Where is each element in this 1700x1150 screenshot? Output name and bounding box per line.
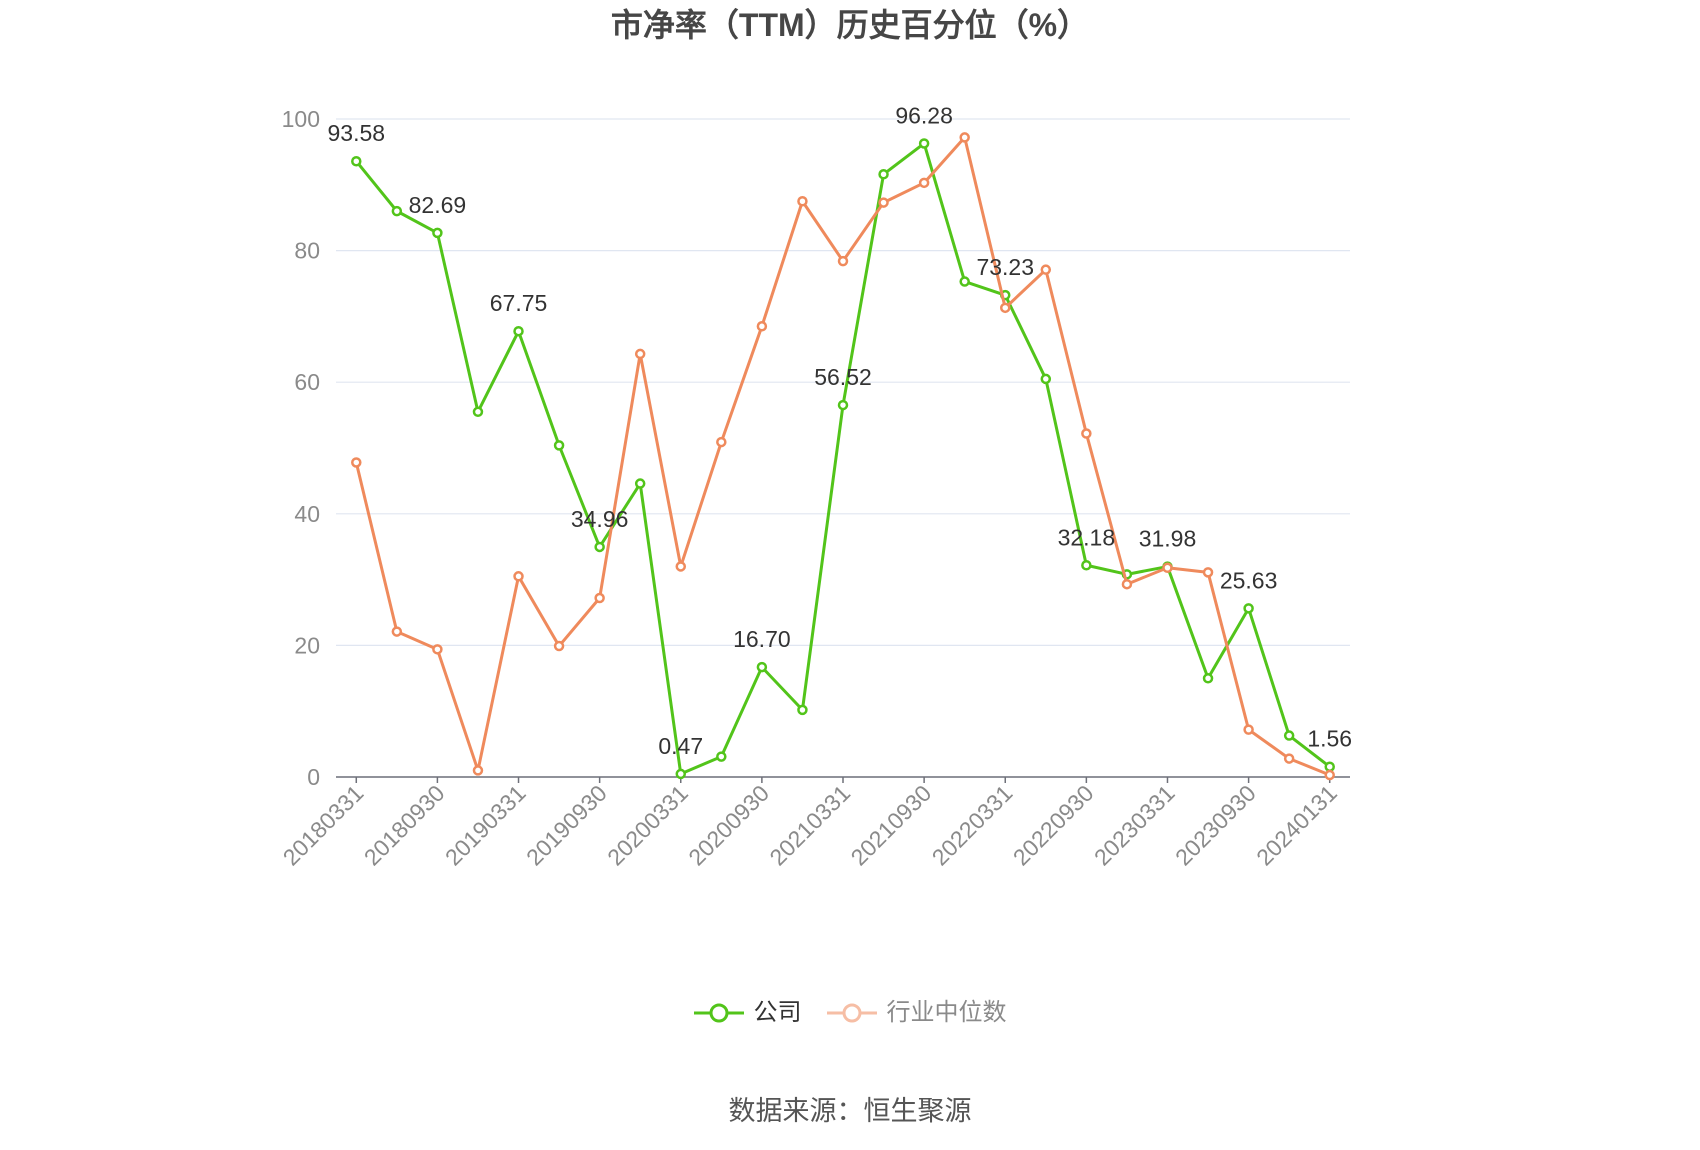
industry-median-data-point[interactable] [472,765,484,776]
company-data-point[interactable] [1283,730,1295,741]
industry-median-data-point[interactable] [351,457,362,468]
company-data-point[interactable] [472,406,484,418]
industry-median-data-point[interactable] [1202,567,1214,578]
y-tick-label: 40 [294,501,320,527]
y-tick-label: 80 [294,238,320,264]
x-tick-label: 20230331 [1089,780,1180,871]
company-data-label: 73.23 [976,254,1034,280]
line-with-circle-icon [826,1003,877,1023]
industry-median-data-point[interactable] [391,626,403,637]
chart-title: 市净率（TTM）历史百分位（%） [610,7,1090,43]
company-data-point[interactable] [432,227,443,239]
company-data-point[interactable] [1324,761,1335,772]
company-data-label: 31.98 [1139,526,1197,552]
industry-median-data-point[interactable] [797,196,808,207]
x-tick-label: 20180930 [359,780,450,871]
legend-item-industry-median[interactable]: 行业中位数 [826,998,1007,1028]
company-data-label: 56.52 [814,364,872,390]
company-data-label: 93.58 [327,120,385,146]
company-data-point[interactable] [918,138,930,149]
x-tick-label: 20200930 [683,780,774,871]
legend-item-company[interactable]: 公司 [693,998,802,1028]
company-data-point[interactable] [513,325,524,337]
y-tick-label: 20 [294,632,320,658]
industry-median-data-point[interactable] [1243,724,1254,735]
y-tick-label: 100 [282,106,320,132]
series-layer [351,132,1335,781]
data-source-note: 数据来源：恒生聚源 [728,1096,972,1126]
industry-median-data-point[interactable] [878,197,889,208]
company-data-point[interactable] [1040,373,1052,385]
grid-lines [336,118,1350,778]
company-data-label: 82.69 [409,192,467,218]
y-axis: 0 20 40 60 80 100 [282,106,320,790]
industry-median-data-point[interactable] [1324,769,1335,781]
data-label-layer: 93.58 82.69 67.75 34.96 0.47 16.70 56.52 96.28 7… [327,102,1352,758]
company-data-point[interactable] [553,440,565,451]
x-tick-label: 20210331 [764,780,855,871]
company-data-point[interactable] [878,169,889,180]
x-axis: 2018033120180930201903312019093020200331… [278,776,1350,871]
company-data-point[interactable] [391,205,403,217]
company-data-point[interactable] [716,751,727,762]
industry-median-data-point[interactable] [959,132,970,143]
company-data-point[interactable] [1243,603,1254,614]
x-tick-label: 20190331 [440,780,531,871]
company-data-point[interactable] [797,704,808,716]
y-tick-label: 0 [307,764,320,790]
company-data-point[interactable] [634,478,646,489]
company-data-label: 16.70 [733,626,791,652]
x-tick-label: 20220331 [927,780,1018,871]
industry-median-data-point[interactable] [1121,578,1133,590]
industry-median-data-point[interactable] [756,321,768,332]
x-tick-label: 20240131 [1251,780,1342,871]
company-data-label: 25.63 [1220,567,1278,593]
company-data-point[interactable] [959,276,970,287]
industry-median-data-point[interactable] [432,644,443,655]
industry-median-data-point[interactable] [1081,428,1092,439]
industry-median-data-point[interactable] [716,436,727,448]
company-data-point[interactable] [675,768,687,780]
company-data-point[interactable] [756,661,768,673]
x-tick-label: 20230930 [1170,780,1261,871]
industry-median-data-point[interactable] [837,255,849,267]
industry-median-data-point[interactable] [1162,562,1173,574]
company-data-label: 1.56 [1307,726,1352,752]
company-data-label: 67.75 [490,290,548,316]
company-data-label: 0.47 [658,733,703,759]
industry-median-data-point[interactable] [918,177,930,189]
industry-median-data-point[interactable] [675,561,687,572]
legend-label-industry-median: 行业中位数 [886,999,1007,1026]
company-data-label: 96.28 [895,102,953,128]
company-data-point[interactable] [594,541,605,553]
industry-median-data-point[interactable] [999,302,1011,314]
industry-median-data-point[interactable] [594,592,605,604]
x-tick-label: 20200331 [602,780,693,871]
industry-median-series-line [354,135,1332,777]
company-series-line [354,141,1332,776]
x-tick-label: 20180331 [278,780,369,871]
legend-label-company: 公司 [753,999,802,1026]
y-tick-label: 60 [294,369,320,395]
company-data-label: 34.96 [571,506,629,532]
x-tick-label: 20190930 [521,780,612,871]
industry-median-data-point[interactable] [1040,264,1052,275]
x-tick-label: 20220930 [1008,780,1099,871]
industry-median-data-point[interactable] [553,640,565,652]
industry-median-data-point[interactable] [513,571,524,582]
legend: 公司 行业中位数 [0,994,1700,1032]
company-data-point[interactable] [351,155,362,167]
industry-median-data-point[interactable] [634,348,646,360]
company-data-point[interactable] [1202,673,1214,684]
line-with-circle-icon [693,1003,744,1023]
company-data-label: 32.18 [1058,524,1116,550]
company-data-point[interactable] [837,399,849,411]
x-tick-label: 20210930 [846,780,937,871]
industry-median-data-point[interactable] [1283,753,1295,764]
company-data-point[interactable] [1081,560,1092,571]
